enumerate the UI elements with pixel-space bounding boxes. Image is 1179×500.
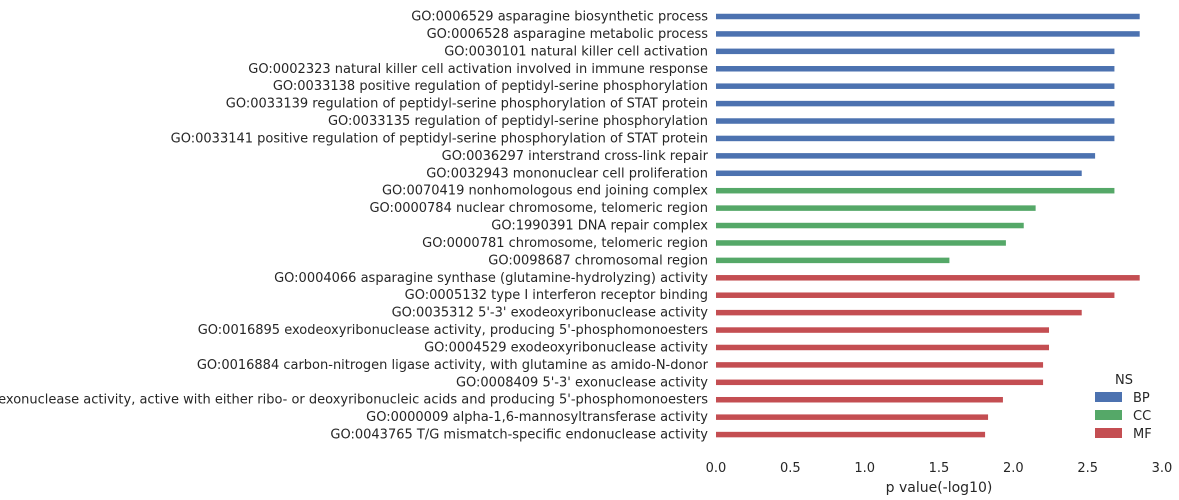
category-label-22: GO:0008409 5'-3' exonuclease activity (456, 375, 708, 390)
category-label-23: GO:0016796 exonuclease activity, active … (0, 393, 708, 408)
legend-label-bp: BP (1133, 391, 1150, 406)
legend-swatch-bp (1095, 392, 1122, 402)
category-label-21: GO:0016884 carbon-nitrogen ligase activi… (197, 358, 709, 373)
category-label-20: GO:0004529 exodeoxyribonuclease activity (424, 340, 708, 355)
category-label-3: GO:0030101 natural killer cell activatio… (444, 44, 708, 59)
bar-11 (716, 187, 1115, 194)
category-label-2: GO:0006528 asparagine metabolic process (427, 27, 709, 42)
category-label-5: GO:0033138 positive regulation of peptid… (273, 79, 708, 94)
x-tick-label-4: 1.5 (929, 461, 950, 476)
category-label-13: GO:1990391 DNA repair complex (491, 219, 708, 234)
bar-17 (716, 292, 1115, 298)
category-label-8: GO:0033141 positive regulation of peptid… (171, 131, 708, 146)
x-axis-title: p value(-log10) (886, 480, 993, 496)
x-tick-label-1: 0.0 (706, 461, 727, 476)
bar-12 (716, 205, 1036, 211)
x-tick-label-7: 3.0 (1152, 461, 1173, 476)
category-label-6: GO:0033139 regulation of peptidyl-serine… (226, 97, 708, 112)
bars-group (716, 13, 1140, 438)
x-tick-label-6: 2.5 (1077, 461, 1098, 476)
legend-label-cc: CC (1133, 409, 1151, 424)
x-tick-label-5: 2.0 (1003, 461, 1024, 476)
bar-14 (716, 240, 1006, 246)
bar-20 (716, 344, 1050, 351)
category-label-17: GO:0005132 type I interferon receptor bi… (405, 288, 708, 303)
bar-16 (716, 275, 1140, 281)
bar-22 (716, 379, 1044, 386)
bar-24 (716, 414, 989, 420)
bar-19 (716, 327, 1050, 333)
bar-7 (716, 118, 1115, 124)
category-label-10: GO:0032943 mononuclear cell proliferatio… (426, 166, 708, 181)
legend-label-mf: MF (1133, 427, 1152, 442)
category-label-25: GO:0043765 T/G mismatch-specific endonuc… (330, 428, 708, 443)
category-label-16: GO:0004066 asparagine synthase (glutamin… (274, 271, 708, 286)
bar-21 (716, 362, 1044, 368)
x-tick-label-2: 0.5 (780, 461, 801, 476)
legend-swatch-mf (1095, 428, 1122, 438)
category-label-12: GO:0000784 nuclear chromosome, telomeric… (369, 201, 708, 216)
bar-2 (716, 31, 1140, 37)
bar-18 (716, 309, 1082, 316)
bar-9 (716, 153, 1096, 159)
category-label-1: GO:0006529 asparagine biosynthetic proce… (411, 10, 708, 25)
category-label-15: GO:0098687 chromosomal region (488, 253, 708, 268)
legend-swatch-cc (1095, 410, 1122, 420)
category-label-4: GO:0002323 natural killer cell activatio… (248, 62, 708, 77)
bar-23 (716, 396, 1003, 403)
bar-10 (716, 170, 1082, 177)
category-label-9: GO:0036297 interstrand cross-link repair (442, 149, 709, 164)
category-label-7: GO:0033135 regulation of peptidyl-serine… (328, 114, 708, 129)
bar-13 (716, 222, 1024, 229)
bar-3 (716, 48, 1115, 55)
x-tick-labels-group: 0.0 0.5 1.0 1.5 2.0 2.5 3.0 (706, 461, 1173, 476)
x-tick-label-3: 1.0 (854, 461, 875, 476)
bar-4 (716, 66, 1115, 72)
bar-15 (716, 257, 950, 264)
bar-5 (716, 83, 1115, 89)
legend-title: NS (1115, 373, 1133, 388)
category-label-24: GO:0000009 alpha-1,6-mannosyltransferase… (366, 410, 708, 425)
legend: NS BP CC MF (1095, 373, 1152, 442)
category-label-19: GO:0016895 exodeoxyribonuclease activity… (198, 323, 709, 338)
bar-8 (716, 135, 1115, 142)
category-label-18: GO:0035312 5'-3' exodeoxyribonuclease ac… (392, 306, 709, 321)
bar-25 (716, 431, 986, 438)
category-labels-group: GO:0006529 asparagine biosynthetic proce… (0, 10, 709, 443)
category-label-14: GO:0000781 chromosome, telomeric region (422, 236, 708, 251)
bar-1 (716, 13, 1140, 20)
bar-6 (716, 100, 1115, 107)
category-label-11: GO:0070419 nonhomologous end joining com… (382, 184, 708, 199)
